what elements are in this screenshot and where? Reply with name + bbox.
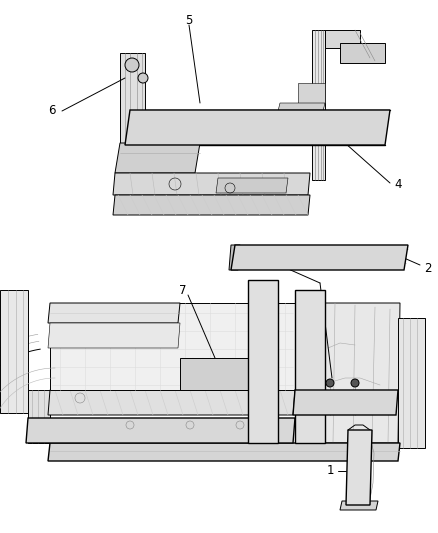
- Polygon shape: [120, 53, 145, 193]
- Polygon shape: [325, 30, 360, 48]
- Circle shape: [351, 379, 359, 387]
- Polygon shape: [312, 30, 325, 180]
- Text: 4: 4: [394, 179, 402, 191]
- Text: 7: 7: [179, 284, 187, 296]
- Polygon shape: [346, 430, 372, 505]
- Polygon shape: [398, 318, 425, 448]
- Polygon shape: [229, 245, 240, 270]
- Polygon shape: [340, 501, 378, 510]
- Polygon shape: [26, 418, 295, 443]
- Text: 5: 5: [185, 13, 193, 27]
- Polygon shape: [125, 110, 390, 145]
- Polygon shape: [115, 143, 200, 173]
- Text: 2: 2: [424, 262, 432, 274]
- Polygon shape: [275, 103, 325, 123]
- Text: 1: 1: [326, 464, 334, 478]
- Polygon shape: [231, 245, 408, 270]
- Polygon shape: [293, 390, 398, 415]
- Polygon shape: [50, 303, 295, 390]
- Circle shape: [326, 379, 334, 387]
- Polygon shape: [298, 83, 325, 103]
- Polygon shape: [48, 443, 400, 461]
- Polygon shape: [295, 290, 325, 443]
- Polygon shape: [180, 358, 248, 390]
- Circle shape: [138, 73, 148, 83]
- Polygon shape: [340, 43, 385, 63]
- Polygon shape: [248, 280, 278, 443]
- Polygon shape: [323, 303, 400, 443]
- Polygon shape: [48, 390, 295, 415]
- Polygon shape: [0, 290, 28, 413]
- Circle shape: [125, 58, 139, 72]
- Polygon shape: [48, 303, 180, 323]
- Polygon shape: [113, 195, 310, 215]
- Text: 6: 6: [48, 104, 56, 117]
- Polygon shape: [113, 173, 310, 195]
- Polygon shape: [48, 323, 180, 348]
- Polygon shape: [216, 178, 288, 193]
- Text: 3: 3: [256, 254, 264, 266]
- Polygon shape: [28, 390, 50, 443]
